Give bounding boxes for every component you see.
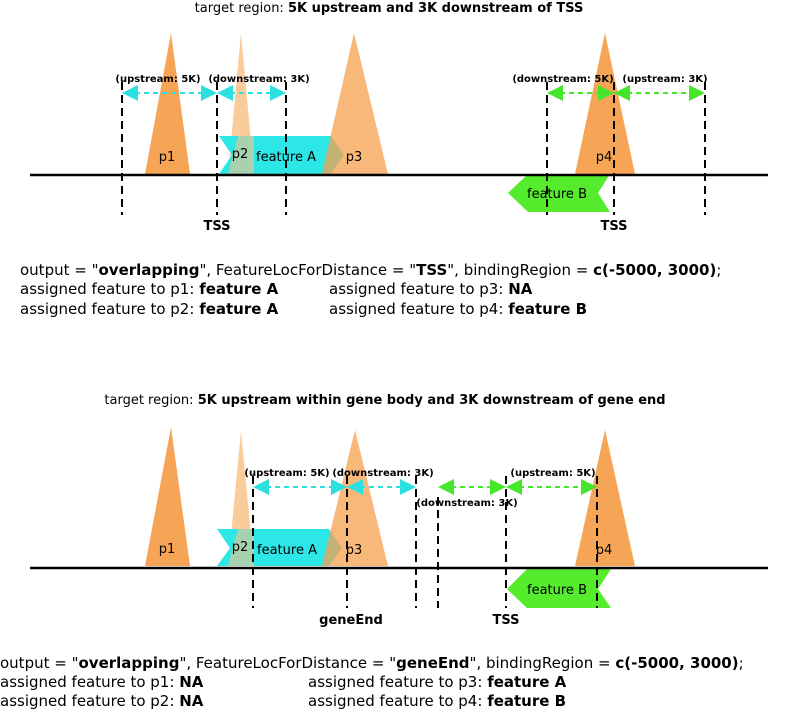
- feature-b-box: [508, 174, 610, 212]
- label-upstream-a: (upstream: 5K): [115, 74, 200, 85]
- panel-1-title: target region: 5K upstream and 3K downst…: [195, 1, 584, 16]
- label-feature-b: feature B: [527, 187, 587, 202]
- peak-p2-overlap: [228, 529, 254, 566]
- assign-p1: assigned feature to p1: NA: [0, 673, 204, 691]
- peak-p4: [575, 430, 635, 566]
- label-downstream-a: (downstream: 3K): [208, 74, 309, 85]
- label-feature-a: feature A: [256, 150, 316, 165]
- panel-1: target region: 5K upstream and 3K downst…: [20, 1, 768, 318]
- label-p2: p2: [232, 540, 249, 555]
- panel-2: target region: 5K upstream within gene b…: [0, 393, 768, 710]
- assign-p1: assigned feature to p1: feature A: [20, 280, 279, 298]
- assign-p4: assigned feature to p4: feature B: [329, 300, 587, 318]
- peak-p1: [145, 427, 190, 566]
- output-line-1: output = "overlapping", FeatureLocForDis…: [20, 261, 721, 279]
- label-feature-b: feature B: [527, 583, 587, 598]
- label-downstream-b: (downstream: 5K): [512, 74, 613, 85]
- label-p1: p1: [159, 150, 176, 165]
- assign-p2: assigned feature to p2: feature A: [20, 300, 279, 318]
- label-feature-a: feature A: [257, 543, 317, 558]
- label-p3: p3: [346, 543, 363, 558]
- label-downstream-a: (downstream: 3K): [332, 468, 433, 479]
- panel-2-title: target region: 5K upstream within gene b…: [104, 393, 665, 408]
- label-p1: p1: [159, 542, 176, 557]
- label-p4: p4: [596, 543, 613, 558]
- label-upstream-b: (upstream: 3K): [622, 74, 707, 85]
- label-p2: p2: [232, 147, 249, 162]
- assign-p3: assigned feature to p3: feature A: [308, 673, 567, 691]
- assign-p3: assigned feature to p3: NA: [329, 280, 533, 298]
- label-p3: p3: [346, 150, 363, 165]
- label-upstream-b: (upstream: 5K): [510, 468, 595, 479]
- assign-p4: assigned feature to p4: feature B: [308, 692, 566, 710]
- peak-p4: [575, 33, 635, 174]
- assign-p2: assigned feature to p2: NA: [0, 692, 204, 710]
- peak-p3: [322, 33, 388, 174]
- peak-p3: [322, 430, 388, 566]
- output-line-2: output = "overlapping", FeatureLocForDis…: [0, 654, 744, 672]
- label-tss-a: TSS: [203, 219, 230, 234]
- feature-b-box: [507, 569, 611, 608]
- peak-p2-overlap: [228, 136, 254, 174]
- dashed-markers: [252, 476, 598, 608]
- dashed-markers: [121, 82, 706, 215]
- label-geneend: geneEnd: [319, 613, 383, 628]
- peak-p1: [145, 33, 190, 174]
- label-upstream-a: (upstream: 5K): [244, 468, 329, 479]
- label-downstream-b: (downstream: 3K): [416, 498, 517, 509]
- label-p4: p4: [596, 150, 613, 165]
- label-tss-b: TSS: [600, 219, 627, 234]
- label-tss: TSS: [492, 613, 519, 628]
